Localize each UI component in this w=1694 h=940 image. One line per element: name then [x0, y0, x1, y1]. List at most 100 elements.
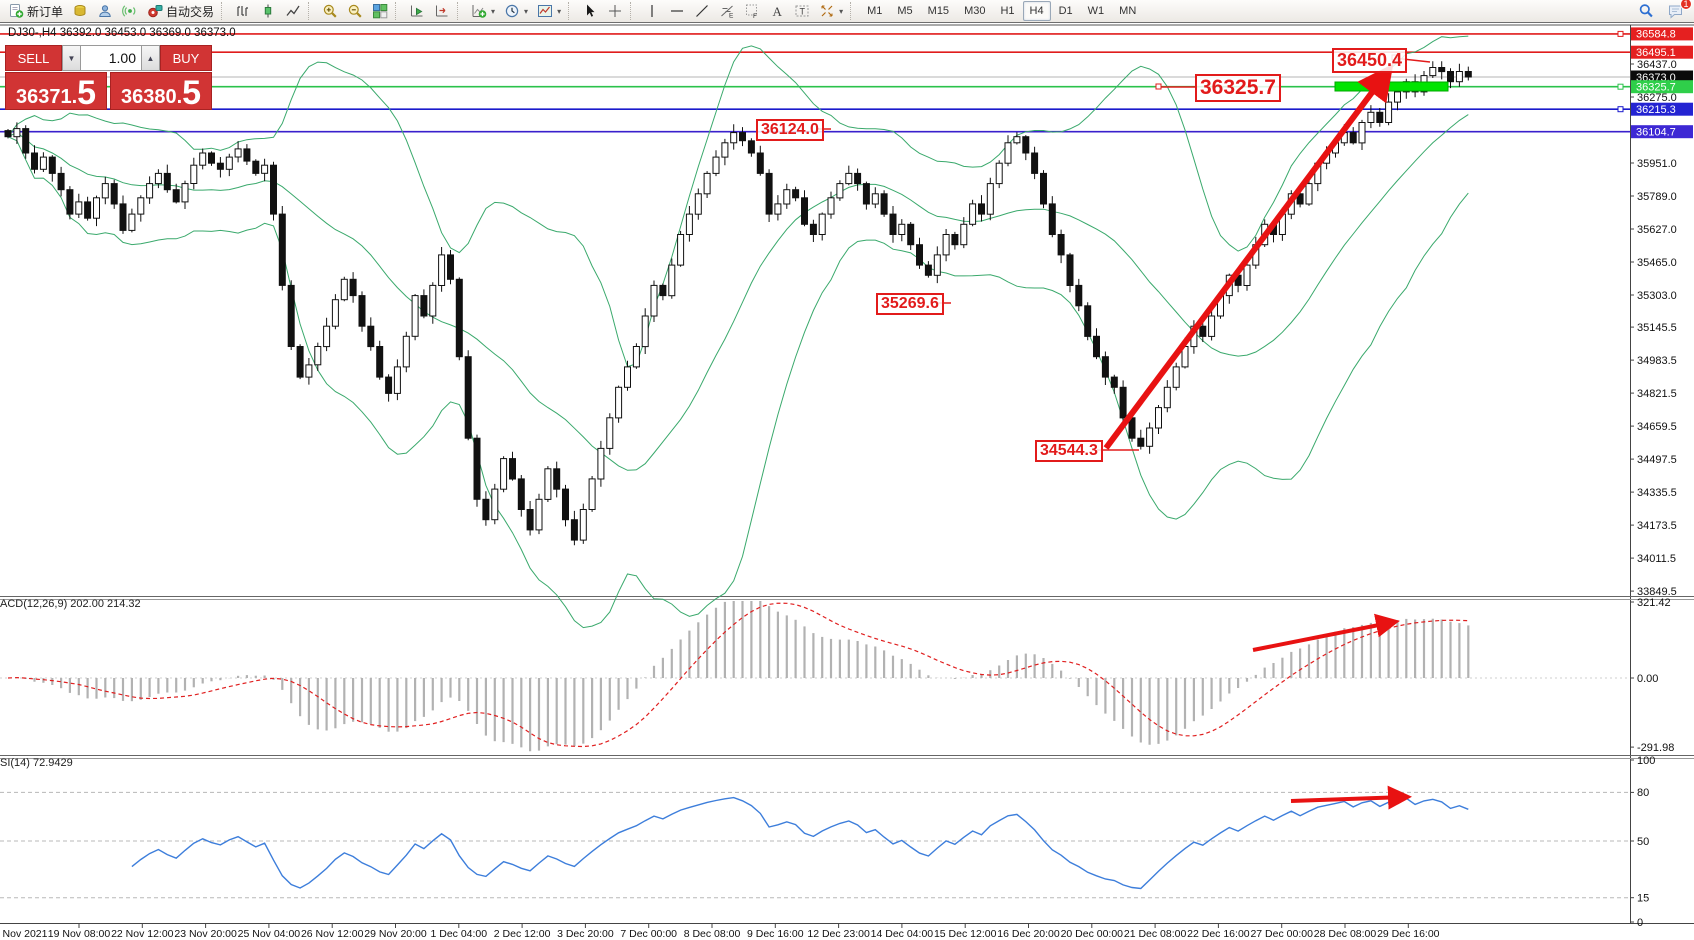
arrows-button[interactable]: ▾ [815, 1, 847, 21]
bar-chart-button[interactable] [231, 1, 255, 21]
line-chart-button[interactable] [281, 1, 305, 21]
svg-text:34659.5: 34659.5 [1637, 421, 1677, 433]
callout-anchor-handle [1155, 83, 1162, 90]
svg-text:16 Dec 20:00: 16 Dec 20:00 [997, 928, 1060, 940]
tile-windows-button[interactable] [368, 1, 392, 21]
trend-arrow[interactable] [1103, 63, 1394, 450]
svg-text:34983.5: 34983.5 [1637, 355, 1677, 367]
volume-input[interactable] [81, 45, 141, 71]
hline-icon [669, 3, 685, 19]
macd-indicator-label: ACD(12,26,9) 202.00 214.32 [0, 598, 141, 610]
candles-icon [260, 3, 276, 19]
auto-scroll-button[interactable] [405, 1, 429, 21]
buy-price-display[interactable]: 36380. 5 [110, 72, 212, 110]
trend-arrow[interactable] [1290, 785, 1412, 810]
periods-button[interactable]: ▾ [500, 1, 532, 21]
profile-button[interactable] [93, 1, 117, 21]
price-callout[interactable]: 34544.3 [1035, 440, 1103, 463]
search-icon [1638, 3, 1654, 19]
svg-text:0: 0 [1637, 917, 1643, 929]
svg-text:22 Nov 12:00: 22 Nov 12:00 [111, 928, 174, 940]
tline-icon [694, 3, 710, 19]
sell-price-display[interactable]: 36371. 5 [5, 72, 107, 110]
crosshair-icon [607, 3, 623, 19]
timeframe-h1-button[interactable]: H1 [1000, 5, 1015, 17]
svg-text:34497.5: 34497.5 [1637, 454, 1677, 466]
timeframe-w1-button[interactable]: W1 [1087, 5, 1105, 17]
price-callout[interactable]: 35269.6 [876, 293, 944, 316]
templates-button[interactable]: ▾ [533, 1, 565, 21]
autotrade-icon [147, 3, 163, 19]
timeframe-m15-button[interactable]: M15 [927, 5, 950, 17]
svg-text:80: 80 [1637, 787, 1649, 799]
autoscroll-icon [409, 3, 425, 19]
time-axis: Nov 2021 19 Nov 08:00 22 Nov 12:00 23 Nov 2… [3, 924, 1440, 940]
svg-text:23 Nov 20:00: 23 Nov 20:00 [174, 928, 237, 940]
crosshair-button[interactable] [603, 1, 627, 21]
svg-text:36437.0: 36437.0 [1637, 59, 1677, 71]
zoom-in-button[interactable] [318, 1, 342, 21]
toolbar-separator [568, 2, 575, 20]
buy-button[interactable]: BUY [160, 45, 212, 71]
cursor-button[interactable] [578, 1, 602, 21]
zoom-out-button[interactable] [343, 1, 367, 21]
vline-icon [644, 3, 660, 19]
text-button[interactable]: A [765, 1, 789, 21]
timeframe-h4-button[interactable]: H4 [1022, 1, 1051, 21]
indicators-icon [471, 3, 487, 19]
volume-decrease-button[interactable]: ▼ [62, 45, 81, 71]
chart-canvas: 36437.0 36275.0 35951.0 35789.0 35627.0 35465… [0, 24, 1694, 940]
timeframe-m1-button[interactable]: M1 [867, 5, 883, 17]
svg-text:0.00: 0.00 [1637, 673, 1658, 685]
svg-text:F: F [753, 13, 757, 19]
svg-text:36325.7: 36325.7 [1636, 82, 1676, 94]
price-callout[interactable]: 36450.4 [1332, 48, 1408, 73]
fibonacci-button[interactable]: E [715, 1, 739, 21]
market-watch-icon [72, 3, 88, 19]
sell-button[interactable]: SELL [5, 45, 62, 71]
svg-text:2 Dec 12:00: 2 Dec 12:00 [494, 928, 551, 940]
svg-text:36495.1: 36495.1 [1636, 47, 1676, 59]
linechart-icon [285, 3, 301, 19]
svg-text:34173.5: 34173.5 [1637, 520, 1677, 532]
price-callout[interactable]: 36325.7 [1195, 74, 1281, 103]
search-button[interactable] [1634, 1, 1658, 21]
timeframe-d1-button[interactable]: D1 [1058, 5, 1073, 17]
toolbar-separator [850, 2, 857, 20]
timeframe-m5-button[interactable]: M5 [897, 5, 913, 17]
indicators-button[interactable]: ▾ [467, 1, 499, 21]
green-highlight-bar[interactable] [1334, 81, 1449, 92]
trend-arrow[interactable] [1252, 613, 1400, 652]
text-label-button[interactable]: T [790, 1, 814, 21]
vertical-line-button[interactable] [640, 1, 664, 21]
svg-text:35951.0: 35951.0 [1637, 158, 1677, 170]
volume-increase-button[interactable]: ▲ [141, 45, 160, 71]
price-callout[interactable]: 36124.0 [756, 119, 824, 142]
svg-text:25 Nov 04:00: 25 Nov 04:00 [238, 928, 301, 940]
autotrading-button[interactable]: 自动交易 [143, 1, 218, 21]
market-watch-button[interactable] [68, 1, 92, 21]
bollinger-bands [7, 35, 1469, 629]
svg-text:A: A [773, 4, 783, 19]
chart-shift-button[interactable] [430, 1, 454, 21]
new-order-icon [8, 3, 24, 19]
labelt-icon: T [794, 3, 810, 19]
grid-button[interactable]: F [740, 1, 764, 21]
svg-text:3 Dec 20:00: 3 Dec 20:00 [557, 928, 614, 940]
signal-button[interactable] [118, 1, 142, 21]
svg-text:14 Dec 04:00: 14 Dec 04:00 [871, 928, 934, 940]
chart-title: DJ30-,H4 36392.0 36453.0 36369.0 36373.0 [8, 27, 236, 39]
svg-text:Nov 2021: Nov 2021 [3, 928, 48, 940]
template-icon [537, 3, 553, 19]
trendline-button[interactable] [690, 1, 714, 21]
new-order-button[interactable]: 新订单 [4, 1, 67, 21]
svg-text:35303.0: 35303.0 [1637, 290, 1677, 302]
candlestick-chart-button[interactable] [256, 1, 280, 21]
timeframe-m30-button[interactable]: M30 [964, 5, 986, 17]
chat-button[interactable]: 1 [1664, 0, 1692, 21]
autotrading-button-label: 自动交易 [166, 4, 215, 19]
cursor-icon [582, 3, 598, 19]
horizontal-line-button[interactable] [665, 1, 689, 21]
timeframe-mn-button[interactable]: MN [1119, 5, 1137, 17]
